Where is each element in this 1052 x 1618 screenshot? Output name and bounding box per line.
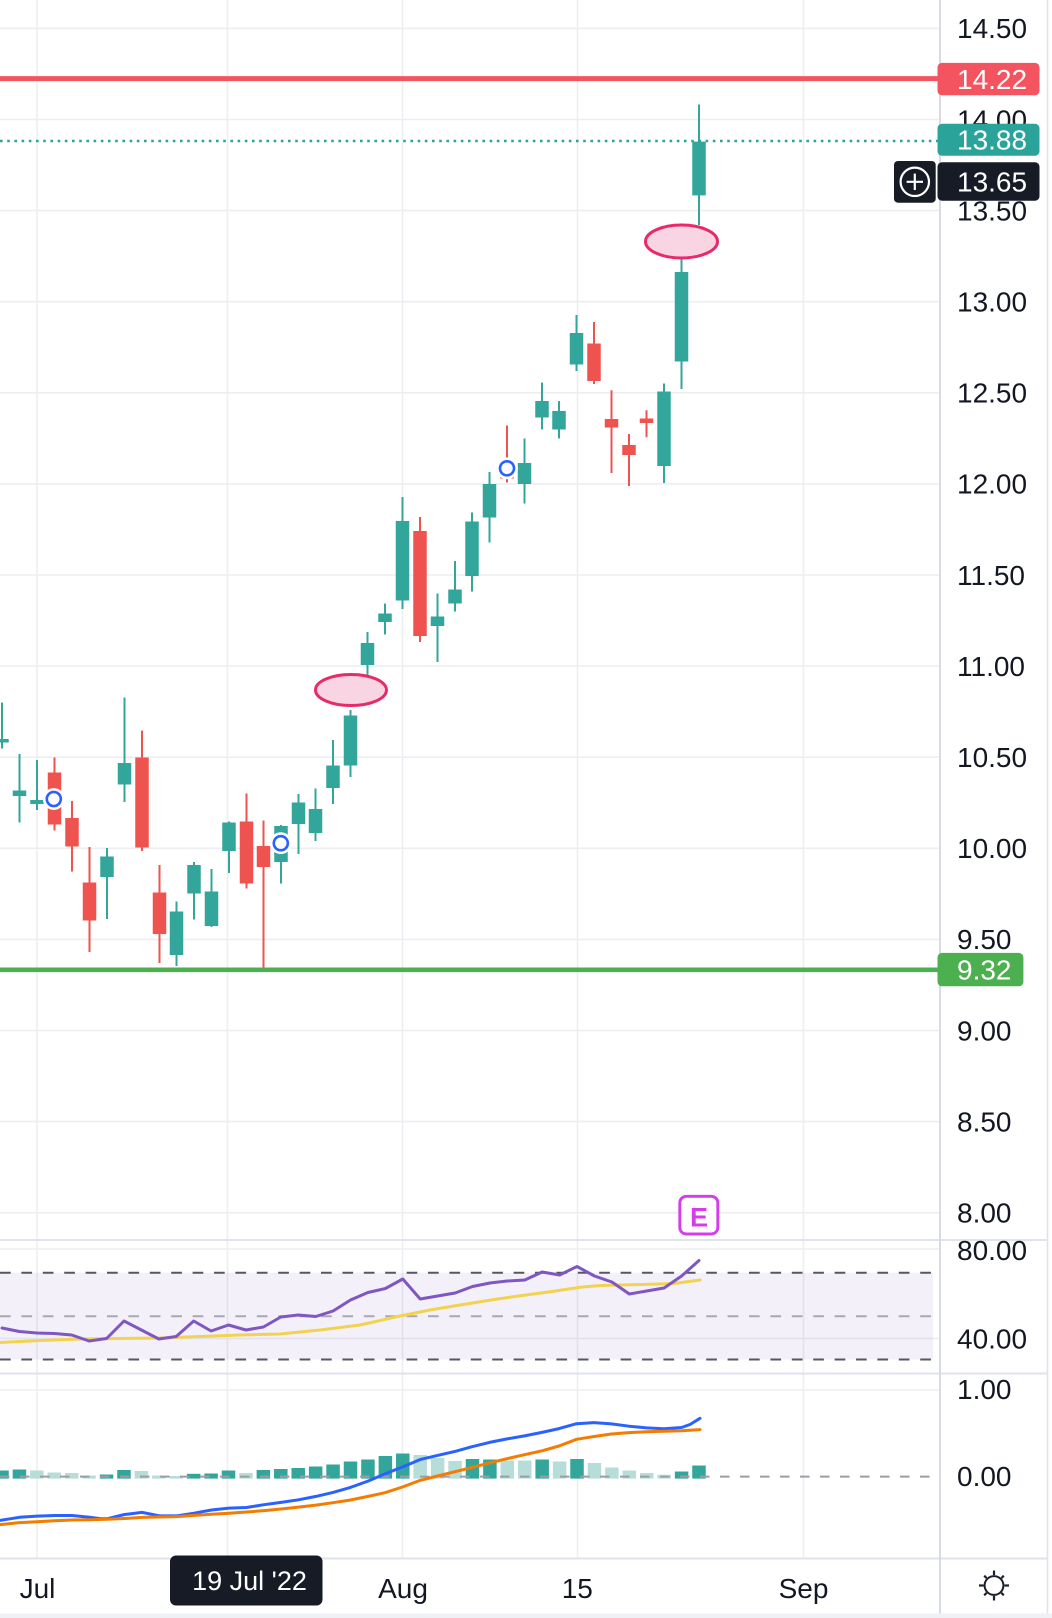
svg-text:80.00: 80.00	[957, 1235, 1027, 1266]
svg-text:12.50: 12.50	[957, 378, 1027, 409]
svg-text:14.50: 14.50	[957, 13, 1027, 44]
svg-text:19 Jul '22: 19 Jul '22	[192, 1566, 307, 1596]
svg-text:9.32: 9.32	[957, 954, 1012, 985]
svg-text:13.00: 13.00	[957, 287, 1027, 318]
svg-text:13.65: 13.65	[957, 166, 1027, 197]
svg-text:8.00: 8.00	[957, 1198, 1012, 1229]
svg-text:40.00: 40.00	[957, 1323, 1027, 1354]
svg-text:13.88: 13.88	[957, 125, 1027, 156]
svg-text:10.50: 10.50	[957, 742, 1027, 773]
svg-text:9.50: 9.50	[957, 924, 1012, 955]
svg-text:11.00: 11.00	[957, 651, 1025, 682]
svg-text:12.00: 12.00	[957, 469, 1027, 500]
svg-text:E: E	[690, 1203, 708, 1233]
svg-text:Sep: Sep	[779, 1573, 829, 1604]
svg-text:1.00: 1.00	[957, 1374, 1012, 1405]
svg-text:15: 15	[562, 1573, 593, 1604]
svg-text:Jul: Jul	[20, 1573, 56, 1604]
svg-text:0.00: 0.00	[957, 1461, 1012, 1492]
svg-text:8.50: 8.50	[957, 1106, 1012, 1137]
svg-text:14.22: 14.22	[957, 64, 1027, 95]
svg-text:Aug: Aug	[378, 1573, 428, 1604]
svg-text:10.00: 10.00	[957, 833, 1027, 864]
svg-text:9.00: 9.00	[957, 1015, 1012, 1046]
svg-text:11.50: 11.50	[957, 560, 1025, 591]
